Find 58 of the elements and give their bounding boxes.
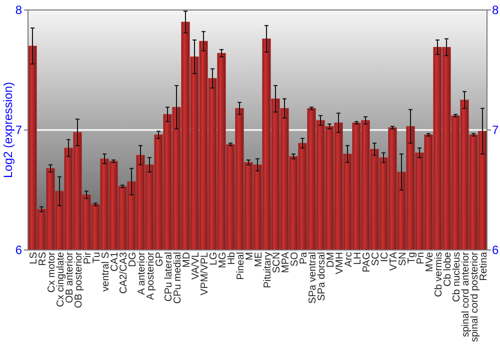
x-tick-label: VTA	[388, 252, 400, 271]
x-tick-label: SC	[370, 252, 382, 266]
x-tick-label: A posterior	[146, 251, 156, 300]
x-tick-label: MD	[182, 252, 192, 268]
x-tick-label: LG	[208, 252, 220, 266]
x-tick-label: Cb vermis	[434, 252, 444, 298]
x-tick-label: Hb	[226, 252, 238, 265]
x-tick-label: spinal cord anterior	[460, 251, 472, 338]
x-tick-label: SO	[290, 252, 300, 266]
x-tick-label: VPM/VPL	[200, 252, 210, 296]
x-tick-label: PAG	[362, 252, 372, 272]
y-tick-label: 7	[15, 123, 22, 138]
x-tick-label: SPa ventral	[308, 252, 318, 304]
x-tick-label: SN	[398, 252, 408, 266]
x-tick-label: LS	[28, 252, 40, 264]
x-tick-label: Pineal	[236, 252, 246, 280]
x-tick-label: CA1	[110, 252, 120, 272]
x-tick-label: Pir	[82, 251, 94, 264]
y-tick-label: 8	[15, 3, 22, 18]
y2-tick-label: 6	[492, 243, 499, 258]
x-tick-label: DM	[326, 252, 336, 268]
x-tick-label: CPu lateral	[164, 252, 174, 302]
x-tick-label: VMH	[334, 252, 346, 274]
x-tick-label: IC	[380, 252, 390, 262]
x-tick-label: DG	[128, 252, 138, 267]
x-tick-label: Pituitary	[262, 252, 274, 288]
x-tick-label: Cx motor	[46, 251, 58, 293]
x-tick-label: Arc	[344, 252, 354, 267]
x-tick-label: CPu medial	[172, 252, 184, 304]
x-tick-label: SPa dorsal	[316, 252, 328, 301]
y2-tick-label: 8	[492, 3, 499, 18]
x-tick-label: OB posterior	[74, 251, 84, 308]
x-tick-label: Cx cingulate	[56, 252, 66, 308]
x-tick-label: VA/VL	[190, 252, 202, 280]
x-tick-label: A anterior	[136, 251, 148, 295]
x-tick-label: Pa	[298, 252, 310, 264]
y-tick-label: 6	[15, 243, 22, 258]
x-tick-label: M	[244, 252, 256, 260]
x-tick-label: spinal cord posterior	[470, 251, 480, 342]
x-tick-label: MVe	[424, 252, 436, 272]
x-tick-label: ME	[254, 252, 264, 267]
x-tick-label: Tg	[406, 252, 418, 264]
x-tick-label: GP	[154, 252, 166, 266]
y2-tick-label: 7	[492, 123, 499, 138]
x-tick-label: Cb nucleus	[452, 252, 462, 302]
x-tick-label: Pn	[416, 252, 426, 264]
x-tick-label: MG	[218, 252, 228, 268]
x-tick-label: LH	[352, 252, 364, 265]
y-axis-title: Log2 (expression)	[1, 82, 15, 178]
x-tick-label: MPA	[280, 252, 292, 273]
x-tick-label: RS	[38, 252, 48, 266]
x-tick-label: Tu	[92, 252, 102, 264]
x-tick-label: Retina	[478, 252, 490, 281]
x-tick-label: OB anterior	[64, 251, 76, 304]
x-tick-label: Cb lobe	[442, 252, 454, 286]
x-tick-label: SCN	[272, 252, 282, 274]
x-tick-label: ventral S	[100, 252, 112, 292]
x-tick-label: CA2/CA3	[118, 252, 130, 294]
